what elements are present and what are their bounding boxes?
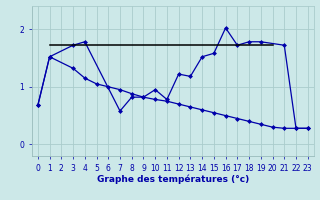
X-axis label: Graphe des températures (°c): Graphe des températures (°c) [97,174,249,184]
